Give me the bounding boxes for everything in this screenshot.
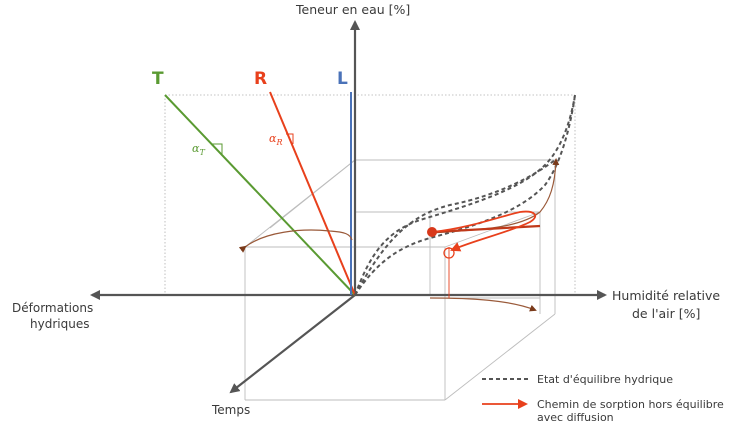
humidity-axis-label-1: Humidité relative: [612, 288, 720, 303]
legend-equilibrium-label: Etat d'équilibre hydrique: [537, 373, 673, 386]
direction-R-line: [269, 91, 356, 296]
alpha-R-label: αR: [269, 132, 282, 147]
time-axis-label: Temps: [211, 403, 250, 417]
angle-R-marker: [286, 133, 294, 144]
deformation-axis-label-1: Déformations: [12, 301, 93, 315]
label-T: T: [152, 69, 164, 89]
legend-sorption-label-1: Chemin de sorption hors équilibre: [537, 398, 724, 411]
direction-T-line: [164, 94, 356, 296]
label-R: R: [254, 69, 267, 89]
box-guides: [244, 159, 556, 401]
equilibrium-curves: [354, 94, 576, 296]
deformation-axis-label-2: hydriques: [30, 317, 89, 331]
dotted-guides: [164, 94, 576, 295]
legend-sorption-label-2: avec diffusion: [537, 411, 614, 424]
projection-curves: [238, 158, 560, 312]
time-axis: [229, 294, 356, 394]
alpha-T-label: αT: [192, 142, 205, 157]
angle-T-marker: [212, 143, 223, 154]
label-L: L: [337, 69, 348, 89]
start-point: [427, 227, 437, 237]
axes: [90, 20, 607, 394]
legend: Etat d'équilibre hydrique Chemin de sorp…: [482, 373, 724, 424]
humidity-axis-label-2: de l'air [%]: [632, 306, 700, 321]
sorption-path: [427, 210, 541, 298]
moisture-axis-label: Teneur en eau [%]: [295, 2, 410, 17]
